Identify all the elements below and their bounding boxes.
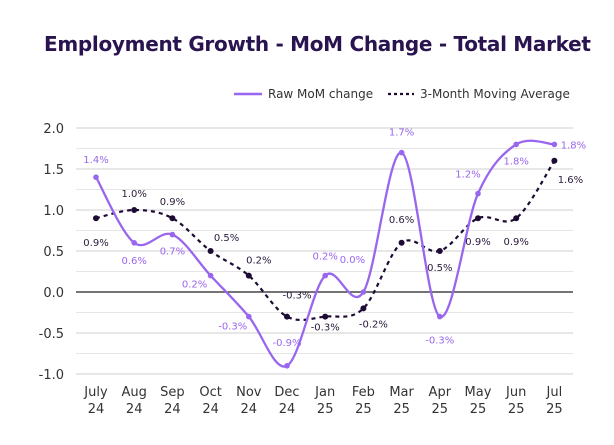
y-tick-label: -1.0 — [39, 368, 64, 383]
moving-average-point — [475, 215, 481, 222]
x-tick-label: 25 — [355, 402, 372, 417]
data-label: 0.9% — [465, 237, 490, 248]
raw-point — [437, 313, 443, 320]
raw-point — [169, 231, 176, 238]
raw-point — [398, 149, 405, 156]
x-tick-label: 25 — [470, 402, 487, 417]
moving-average-point — [169, 215, 176, 222]
raw-point — [475, 190, 481, 197]
x-tick-label: Feb — [352, 385, 375, 400]
y-tick-label: 1.0 — [43, 204, 64, 219]
raw-point — [207, 272, 214, 279]
moving-average-point — [551, 157, 558, 164]
moving-average-point — [398, 239, 405, 246]
data-label: -0.3% — [282, 291, 311, 302]
x-tick-label: 24 — [279, 402, 296, 417]
moving-average-point — [436, 248, 443, 254]
legend-ma-label: 3-Month Moving Average — [420, 87, 570, 101]
data-label: 0.5% — [427, 263, 452, 274]
data-label: -0.9% — [272, 338, 301, 349]
legend-raw-label: Raw MoM change — [268, 87, 373, 101]
x-tick-label: 25 — [546, 402, 563, 417]
x-tick-label: Mar — [389, 385, 414, 400]
x-tick-label: 25 — [317, 402, 334, 417]
data-label: 0.2% — [246, 256, 271, 267]
x-tick-label: May — [465, 385, 492, 400]
data-label: 1.4% — [83, 155, 108, 166]
x-tick-label: 24 — [88, 402, 105, 417]
moving-average-point — [245, 272, 252, 279]
data-label: 1.7% — [389, 128, 414, 139]
data-label: 0.6% — [389, 215, 414, 226]
raw-point — [322, 272, 329, 279]
raw-point — [246, 313, 252, 320]
moving-average-point — [284, 313, 290, 320]
data-label: -0.3% — [218, 322, 247, 333]
x-tick-label: 25 — [432, 402, 449, 417]
x-tick-label: Sep — [160, 385, 185, 400]
data-label: -0.3% — [311, 323, 340, 334]
x-tick-label: 24 — [164, 402, 181, 417]
data-label: 1.2% — [455, 170, 480, 181]
data-label: -0.2% — [359, 319, 388, 330]
y-tick-label: 1.5 — [43, 163, 64, 178]
x-tick-label: Aug — [122, 385, 147, 400]
moving-average-point — [513, 215, 520, 222]
x-tick-label: Jun — [505, 385, 526, 400]
x-tick-label: Dec — [274, 385, 299, 400]
raw-point — [360, 289, 367, 295]
data-label: 1.8% — [561, 140, 586, 151]
x-tick-label: 24 — [241, 402, 258, 417]
raw-point — [551, 141, 558, 148]
x-tick-label: 24 — [126, 402, 143, 417]
raw-point — [93, 174, 99, 180]
data-label: 0.5% — [214, 233, 239, 244]
moving-average-point — [322, 313, 329, 320]
raw-point — [513, 141, 519, 148]
x-tick-label: Jul — [546, 385, 563, 400]
data-label: 0.2% — [312, 252, 337, 263]
chart-title: Employment Growth - MoM Change - Total M… — [44, 32, 591, 56]
series-line-raw — [95, 139, 555, 368]
moving-average-point — [360, 305, 367, 312]
data-label: -0.3% — [425, 336, 454, 347]
data-label: 0.7% — [160, 247, 185, 258]
data-label: 1.8% — [503, 156, 528, 167]
data-label: 0.9% — [503, 237, 528, 248]
data-label: 1.6% — [558, 175, 583, 186]
moving-average-point — [93, 215, 99, 222]
data-label: 0.0% — [340, 255, 365, 266]
data-label: 0.9% — [83, 238, 108, 249]
x-tick-label: Apr — [429, 385, 452, 400]
x-tick-label: Nov — [236, 385, 262, 400]
data-label: 0.9% — [160, 197, 185, 208]
x-tick-label: 25 — [508, 402, 525, 417]
y-tick-label: 0.5 — [43, 245, 64, 260]
raw-point — [131, 240, 137, 246]
x-tick-label: Oct — [199, 385, 221, 400]
x-tick-label: July — [83, 385, 108, 400]
y-tick-label: 2.0 — [43, 122, 64, 137]
x-tick-label: 25 — [393, 402, 410, 417]
y-tick-label: -0.5 — [39, 327, 64, 342]
x-tick-label: Jan — [314, 385, 335, 400]
data-label: 0.6% — [121, 256, 146, 267]
data-label: 1.0% — [121, 189, 146, 200]
y-tick-label: 0.0 — [43, 286, 64, 301]
raw-point — [284, 363, 290, 369]
data-label: 0.2% — [182, 280, 207, 291]
moving-average-point — [131, 207, 138, 213]
x-tick-label: 24 — [202, 402, 219, 417]
moving-average-point — [207, 248, 214, 254]
